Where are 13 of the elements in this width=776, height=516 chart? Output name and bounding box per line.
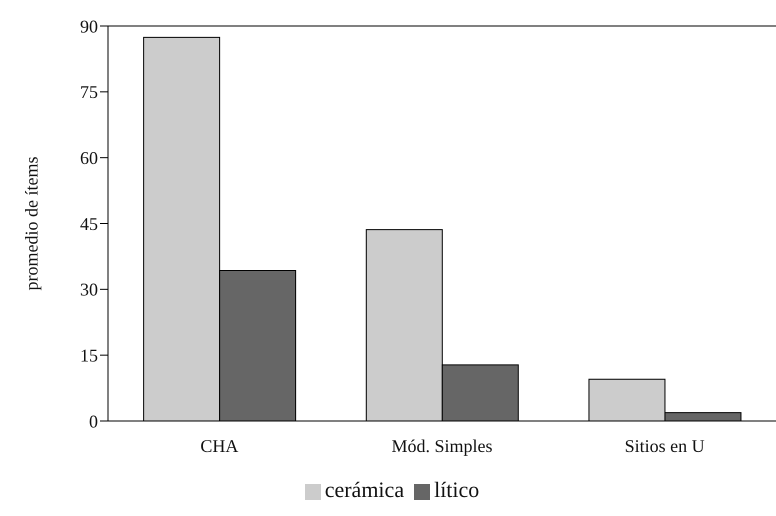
x-tick-label: Sitios en U xyxy=(624,436,705,456)
y-axis-title: promedio de ítems xyxy=(21,156,42,290)
y-tick-label: 30 xyxy=(80,280,98,300)
y-tick-label: 90 xyxy=(80,16,98,36)
legend-label: cerámica xyxy=(324,477,404,502)
legend-label: lítico xyxy=(434,477,480,502)
y-tick-label: 75 xyxy=(80,82,98,102)
x-tick-label: Mód. Simples xyxy=(391,436,493,456)
y-tick-label: 60 xyxy=(80,148,98,168)
y-tick-label: 15 xyxy=(80,346,98,366)
y-tick-label: 0 xyxy=(89,411,98,432)
x-tick-label: CHA xyxy=(200,436,238,456)
y-tick-label: 45 xyxy=(80,214,98,234)
